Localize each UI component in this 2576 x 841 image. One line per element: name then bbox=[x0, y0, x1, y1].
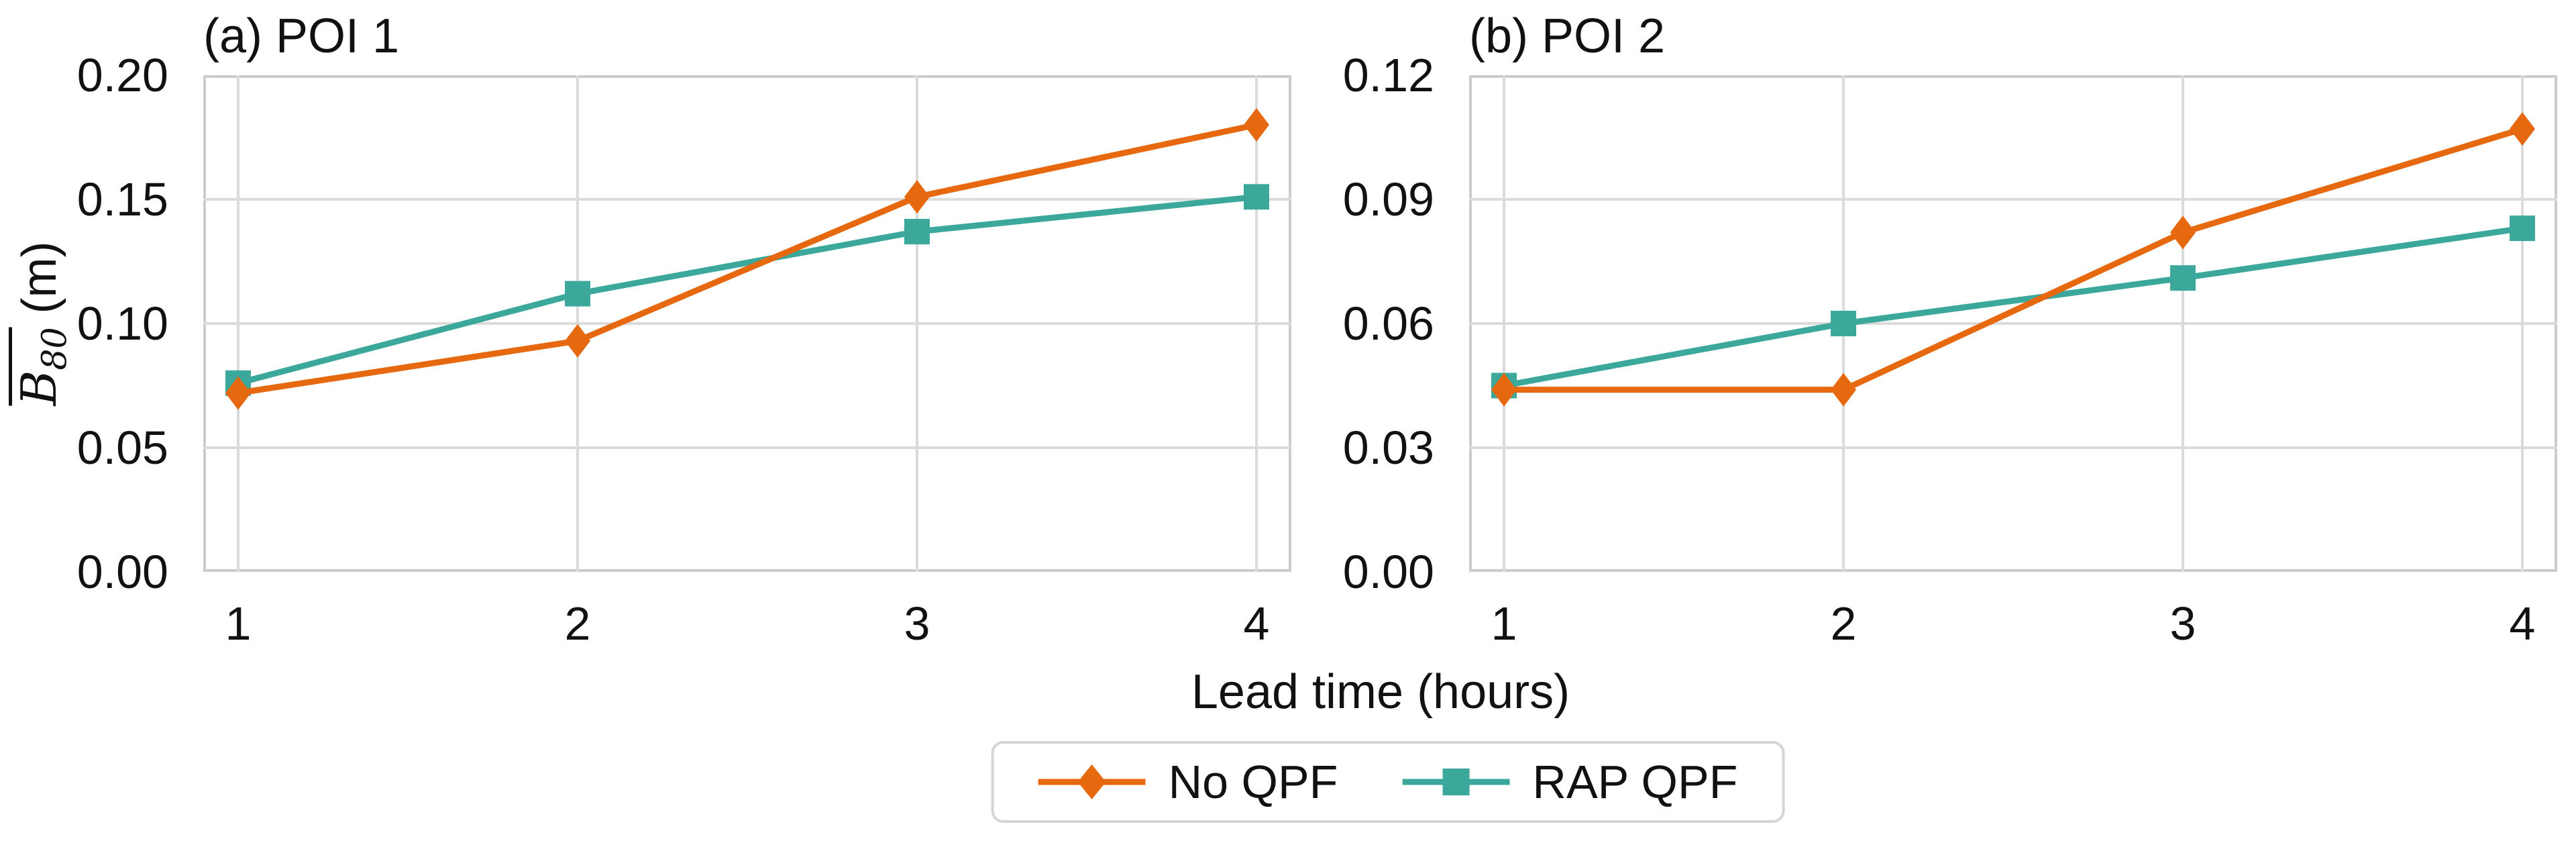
legend-item-rap-qpf: RAP QPF bbox=[1402, 758, 1737, 805]
x-tick-label: 4 bbox=[2509, 597, 2536, 650]
y-tick-label: 0.03 bbox=[1342, 422, 1434, 474]
x-tick-label: 2 bbox=[1830, 597, 1857, 650]
x-tick-label: 3 bbox=[904, 597, 930, 650]
legend-diamond-marker bbox=[1077, 764, 1106, 799]
diamond-marker bbox=[2510, 112, 2535, 146]
panel-a-chart bbox=[203, 75, 1291, 572]
y-tick-label: 0.15 bbox=[76, 173, 168, 226]
legend-label-no-qpf: No QPF bbox=[1168, 756, 1338, 808]
x-tick-label: 1 bbox=[1491, 597, 1517, 650]
y-tick-label: 0.12 bbox=[1342, 49, 1434, 101]
panel-b-y-tick-labels: 0.12 0.09 0.06 0.03 0.00 bbox=[1273, 52, 1434, 595]
diamond-marker bbox=[565, 324, 590, 358]
square-marker bbox=[904, 219, 930, 245]
panel-a-y-tick-labels: 0.20 0.15 0.10 0.05 0.00 bbox=[7, 52, 168, 595]
legend-item-no-qpf: No QPF bbox=[1038, 758, 1338, 805]
x-tick-label: 4 bbox=[1243, 597, 1270, 650]
rap-qpf-square-marker-icon bbox=[1402, 769, 1510, 795]
series-line-rap-qpf bbox=[237, 193, 1257, 387]
panel-poi-2: (b) POI 2 0.12 0.09 0.06 0.03 0.00 1 2 3 4 bbox=[1343, 11, 2557, 647]
panel-b-x-tick-labels: 1 2 3 4 bbox=[1469, 600, 2557, 654]
diamond-marker bbox=[1831, 373, 1856, 407]
legend: No QPF RAP QPF bbox=[991, 741, 1785, 823]
diamond-marker bbox=[1491, 373, 1517, 407]
diamond-marker bbox=[1244, 108, 1269, 142]
y-tick-label: 0.00 bbox=[76, 546, 168, 598]
x-tick-label: 1 bbox=[225, 597, 252, 650]
series-line-no-qpf bbox=[237, 121, 1257, 397]
square-marker bbox=[2510, 215, 2535, 242]
y-tick-label: 0.20 bbox=[76, 49, 168, 101]
x-tick-label: 3 bbox=[2169, 597, 2196, 650]
x-axis-label: Lead time (hours) bbox=[1191, 665, 1570, 719]
square-marker bbox=[1831, 311, 1856, 336]
panel-a-x-tick-labels: 1 2 3 4 bbox=[203, 600, 1291, 654]
square-marker bbox=[565, 281, 590, 307]
diamond-marker bbox=[225, 376, 251, 410]
square-marker bbox=[1244, 184, 1269, 210]
legend-label-rap-qpf: RAP QPF bbox=[1532, 756, 1738, 808]
y-tick-label: 0.05 bbox=[76, 422, 168, 474]
series-line-no-qpf bbox=[1504, 126, 2524, 393]
y-tick-label: 0.10 bbox=[76, 297, 168, 350]
panel-poi-1: (a) POI 1 0.20 0.15 0.10 0.05 0.00 1 2 3 4 bbox=[77, 11, 1291, 647]
x-tick-label: 2 bbox=[564, 597, 591, 650]
panel-b-title: (b) POI 2 bbox=[1469, 9, 1666, 63]
panel-b-chart bbox=[1469, 75, 2557, 572]
panel-a-title: (a) POI 1 bbox=[203, 9, 400, 63]
series-line-rap-qpf bbox=[1503, 225, 2523, 389]
square-marker bbox=[2170, 265, 2196, 291]
y-tick-label: 0.00 bbox=[1342, 546, 1434, 598]
legend-square-marker bbox=[1442, 769, 1470, 795]
y-tick-label: 0.09 bbox=[1342, 173, 1434, 226]
y-tick-label: 0.06 bbox=[1342, 297, 1434, 350]
diamond-marker bbox=[904, 180, 930, 214]
diamond-marker bbox=[2170, 215, 2196, 250]
no-qpf-diamond-marker-icon bbox=[1038, 764, 1146, 799]
